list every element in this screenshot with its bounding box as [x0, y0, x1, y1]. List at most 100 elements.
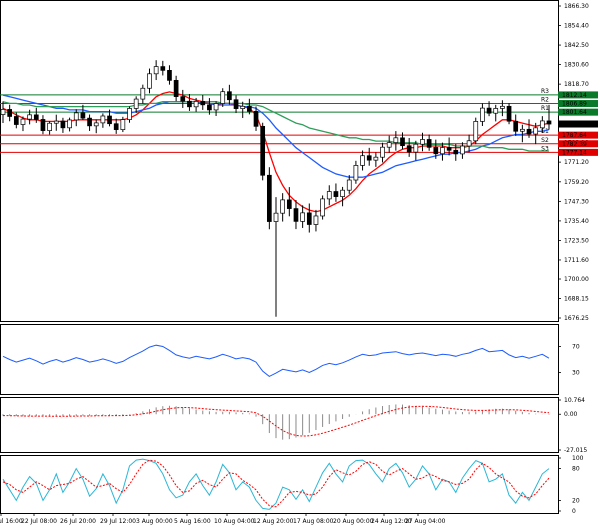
candle-body: [213, 103, 219, 111]
candle-body: [520, 128, 525, 132]
candle-body: [80, 112, 86, 119]
rsi-line: [2, 344, 550, 377]
price-y-tick-label: 1854.40: [564, 23, 589, 30]
candle-body: [40, 119, 46, 131]
rsi-panel: 70 30: [0, 324, 580, 395]
candle-body: [160, 66, 166, 71]
x-tick-label: ul 16:00: [0, 518, 23, 525]
stochastic-lines: [2, 458, 550, 510]
macd-y-tick-label: 0.00: [564, 411, 578, 418]
price-panel-border: [0, 0, 559, 322]
candle-body: [333, 191, 339, 197]
stochastic-y-tick-label: 80: [572, 466, 580, 473]
x-tick-label: 24 Aug 12:00: [371, 518, 412, 525]
candle-body: [100, 115, 106, 124]
candle-body: [446, 147, 452, 151]
candle-body: [87, 117, 92, 127]
macd-signal-line: [2, 405, 550, 437]
candle-body: [326, 191, 332, 200]
candle-body: [486, 107, 492, 114]
pivot-tag-s1: [558, 131, 598, 139]
pivot-label-s3: S3: [541, 145, 549, 152]
candle-body: [240, 105, 246, 109]
candle-body: [300, 212, 305, 222]
x-tick-label: 27 Aug 04:00: [405, 518, 446, 525]
price-y-tick-label: 1711.60: [564, 257, 589, 264]
price-y-tick-label: 1759.20: [564, 179, 589, 186]
pivot-tag-label: 1801.64: [562, 109, 587, 116]
candle-body: [366, 155, 372, 161]
candle-body: [386, 142, 392, 148]
candle-body: [340, 189, 345, 197]
candle-body: [53, 120, 59, 124]
pivot-tag-label: 1806.89: [562, 101, 587, 108]
pivot-tag-r3: [558, 91, 598, 99]
price-y-tick-label: 1771.20: [564, 159, 589, 166]
rsi-y-tick-label: 30: [572, 370, 580, 377]
pivot-tag-s3: [558, 148, 598, 156]
stochastic-y-tick-label: 20: [572, 497, 580, 504]
candle-body: [280, 199, 286, 214]
candle-body: [393, 137, 399, 143]
candle-body: [167, 70, 172, 81]
macd-y-tick-label: 10.764: [564, 397, 585, 404]
candle-body: [313, 215, 319, 225]
candle-body: [233, 99, 239, 109]
pivot-tag-label: 1812.14: [562, 92, 587, 99]
candle-body: [187, 100, 192, 108]
price-y-tick-label: 1700.00: [564, 276, 589, 283]
x-tick-label: 3 Aug 00:00: [136, 518, 173, 525]
pivot-label-r1: R1: [541, 105, 549, 112]
pivot-tag-s2: [558, 140, 598, 148]
candle-body: [173, 80, 179, 97]
candle-body: [293, 208, 299, 222]
rsi-panel-border: [0, 324, 559, 395]
candle-body: [526, 128, 532, 135]
candle-body: [47, 122, 52, 131]
candle-body: [7, 109, 13, 117]
candle-body: [480, 107, 485, 122]
candle-body: [400, 137, 405, 147]
candle-body: [140, 87, 146, 100]
pivot-label-s2: S2: [541, 137, 549, 144]
price-y-tick-label: 1676.25: [564, 315, 589, 322]
candle-body: [513, 120, 519, 132]
stochastic-line-1: [2, 458, 550, 510]
candle-body: [306, 212, 312, 225]
candle-body: [260, 125, 266, 176]
pivot-tag-label: 1787.64: [562, 132, 587, 139]
candle-body: [20, 118, 26, 125]
candle-body: [440, 147, 445, 155]
rsi-line: [2, 344, 550, 377]
candle-body: [506, 105, 512, 122]
candle-body: [193, 101, 199, 108]
x-tick-label: 5 Aug 16:00: [174, 518, 211, 525]
x-tick-label: 20 Aug 00:00: [333, 518, 374, 525]
macd-y-axis: 10.764 0.00 -27.015: [558, 397, 587, 454]
pivot-tag-label: 1777.14: [562, 149, 587, 156]
stochastic-line-2: [2, 459, 550, 508]
candle-body: [153, 66, 159, 75]
candle-body: [453, 149, 459, 155]
candle-body: [346, 179, 352, 191]
current-price-label: 1794.42: [562, 121, 587, 128]
macd-panel: 10.764 0.00 -27.015: [0, 397, 587, 454]
macd-panel-border: [0, 397, 559, 453]
candle-body: [286, 199, 292, 209]
pivot-tag-r1: [558, 108, 598, 116]
candle-body: [220, 91, 226, 104]
candle-body: [253, 111, 259, 127]
candle-body: [27, 114, 32, 120]
candle-body: [493, 108, 499, 114]
candle-body: [533, 127, 539, 135]
moving-average-3: [2, 101, 549, 152]
price-y-tick-label: 1866.30: [564, 3, 589, 10]
candles: [0, 60, 552, 317]
candle-body: [247, 105, 252, 112]
candle-body: [406, 145, 412, 153]
candle-body: [546, 120, 552, 125]
candle-body: [266, 174, 272, 222]
